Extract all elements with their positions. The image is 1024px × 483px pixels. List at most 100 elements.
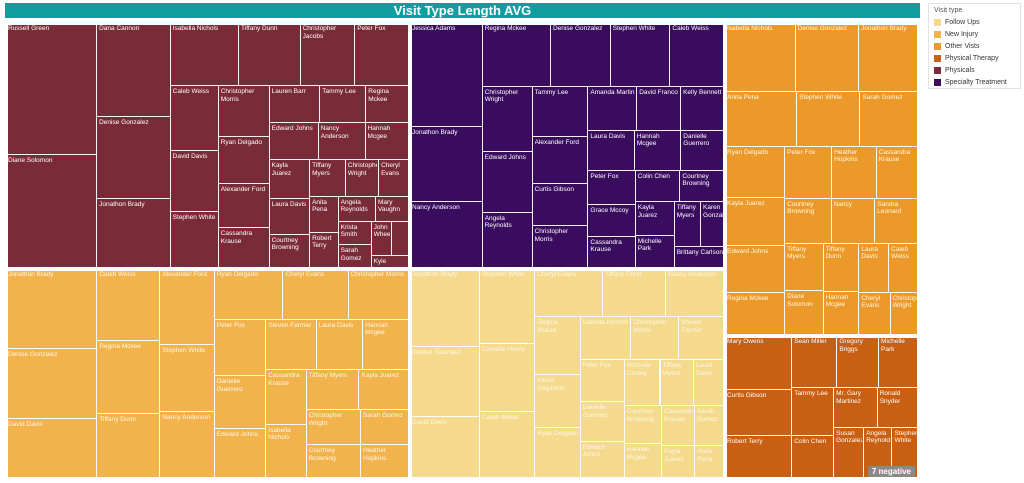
treemap-cell[interactable]: Stephen White (797, 92, 861, 147)
treemap-cell[interactable]: Nancy Anderson (410, 201, 483, 269)
treemap-cell[interactable]: Cassandra Krause (218, 228, 270, 269)
treemap-cell[interactable]: Hannah Mcgee (634, 130, 682, 171)
treemap-cell[interactable]: Karen Gonzalez (701, 202, 725, 248)
treemap-cell[interactable]: Grace Mccoy (588, 204, 636, 237)
treemap-cell[interactable]: Isabella Nichols (725, 23, 796, 93)
treemap-cell[interactable]: David Franco (637, 86, 682, 131)
treemap-cell[interactable]: Christopher Morris (218, 86, 270, 137)
treemap-cell[interactable]: Jonathon Brady (410, 127, 483, 202)
treemap-cell[interactable]: Ryan Delgado (725, 146, 786, 198)
treemap-cell[interactable]: Anita Pena (310, 196, 339, 233)
treemap-cell[interactable]: Cassandra Krause (662, 406, 695, 446)
treemap-cell[interactable]: Danielle Guerrero (681, 130, 725, 171)
treemap-cell[interactable]: Courtney Browning (680, 170, 725, 203)
treemap-cell[interactable]: Michelle Cooley (624, 360, 661, 407)
legend-item-specialty-treatment[interactable]: Specialty Treatment (934, 78, 1022, 88)
treemap-cell[interactable]: Ryan Delgado (214, 269, 284, 320)
treemap-cell[interactable]: Alexander Ford (160, 269, 215, 345)
treemap-cell[interactable]: Ryan Delgado (218, 136, 270, 185)
treemap-cell[interactable]: Sarah Gomez (860, 92, 919, 147)
treemap-cell[interactable]: Tiffany Myers (306, 370, 360, 411)
treemap-cell[interactable]: Denise Gonzalez (6, 349, 98, 419)
treemap-cell[interactable]: Christopher Wright (890, 292, 919, 336)
treemap-cell[interactable]: Christopher Wright (482, 86, 533, 152)
treemap-cell[interactable]: Curtis Gibson (532, 183, 589, 227)
treemap-cell[interactable]: Robert Terry (310, 232, 339, 269)
treemap-cell[interactable]: Colin Chen (792, 435, 835, 479)
treemap-cell[interactable]: Cassandra Krause (876, 146, 919, 199)
treemap-cell[interactable]: Dana Cannon (97, 23, 171, 117)
legend-item-follow-ups[interactable]: Follow Ups (934, 18, 1022, 28)
treemap-cell[interactable]: Regina Mckee (366, 86, 410, 124)
treemap-cell[interactable]: Laura Davis (269, 198, 311, 235)
treemap-cell[interactable]: Danielle Guerrero (214, 376, 267, 430)
treemap-cell[interactable]: Colin Chen (635, 170, 681, 203)
treemap-cell[interactable]: Laura Davis (316, 319, 364, 371)
treemap-cell[interactable]: Courtney Browning (269, 234, 311, 269)
legend-item-other-vists[interactable]: Other Vists (934, 42, 1022, 52)
treemap-cell[interactable]: Ronald Snyder (877, 388, 919, 428)
treemap-cell[interactable]: Sarah Gomez (338, 245, 372, 269)
treemap-cell[interactable]: Edward Johns (269, 123, 319, 161)
treemap-cell[interactable]: Edward Johns (725, 246, 786, 294)
treemap-cell[interactable]: Susan Gonzalez (834, 427, 865, 479)
treemap-cell[interactable]: Robert Terry (725, 435, 793, 479)
treemap-cell[interactable]: Denise Gonzalez (550, 23, 611, 87)
treemap-cell[interactable]: Kayla Juarez (725, 197, 786, 247)
treemap-cell[interactable]: Tiffany Myers (674, 202, 702, 248)
treemap-cell[interactable]: Tammy Lee (320, 86, 367, 124)
treemap-cell[interactable]: Tammy Lee (532, 86, 589, 137)
treemap-cell[interactable]: Denise Gonzalez (410, 346, 481, 417)
treemap-cell[interactable]: Christopher Wright (306, 410, 361, 446)
treemap-cell[interactable]: Lauren Barr (269, 86, 321, 124)
treemap-cell[interactable]: Edward Johns (580, 441, 625, 479)
treemap-cell[interactable]: Regina Mckee (97, 341, 161, 414)
treemap-cell[interactable]: David Davis (170, 150, 219, 212)
treemap-cell[interactable]: Denise Gonzalez (97, 116, 171, 199)
treemap-cell[interactable]: Ryan Delgado (535, 428, 581, 479)
treemap-cell[interactable]: Tiffany Myers (660, 360, 694, 407)
treemap-cell[interactable]: Diane Solomon (6, 155, 98, 269)
treemap-cell[interactable]: Tiffany Dunn (823, 243, 860, 292)
treemap-cell[interactable]: Mr. Gary Martinez (834, 388, 878, 428)
treemap-cell[interactable]: Christopher Morris (348, 269, 410, 320)
treemap-cell[interactable]: Isabella Nichols (266, 424, 307, 479)
treemap-cell[interactable]: Hannah Mcgee (823, 291, 860, 336)
treemap-cell[interactable]: Michelle Park (635, 235, 675, 269)
treemap-cell[interactable]: Peter Fox (214, 319, 267, 377)
treemap-cell[interactable]: Jessica Adams (410, 23, 483, 128)
treemap-cell[interactable]: Isabella Nichols (580, 317, 632, 361)
treemap-cell[interactable]: Regina Mckee (725, 293, 786, 336)
treemap-cell[interactable]: David Davis (410, 416, 481, 479)
legend-item-new-injury[interactable]: New Injury (934, 30, 1022, 40)
treemap-cell[interactable]: Michelle Park (879, 336, 919, 389)
treemap-cell[interactable]: Hannah Mcgee (624, 444, 663, 479)
treemap-cell[interactable]: Stephen White (610, 23, 671, 87)
legend-item-physicals[interactable]: Physicals (934, 66, 1022, 76)
treemap-cell[interactable]: Jonathon Brady (410, 269, 481, 347)
treemap-cell[interactable]: Laura Davis (693, 360, 725, 407)
treemap-cell[interactable]: Isabella Nichols (170, 23, 240, 87)
treemap-cell[interactable]: Anita Pena (725, 92, 798, 147)
treemap-cell[interactable]: Sarah Gomez (360, 410, 410, 446)
treemap-cell[interactable]: Laura Davis (859, 243, 890, 293)
treemap-cell[interactable]: Mary Owens (725, 336, 793, 390)
treemap-cell[interactable]: Danielle Henry (480, 344, 536, 412)
treemap-cell[interactable]: Kelly Bennett (681, 86, 725, 131)
treemap-cell[interactable]: Sean Miller (792, 336, 838, 389)
treemap-cell[interactable]: Nancy Anderson (666, 269, 725, 318)
treemap-cell[interactable]: Alexander Ford (218, 184, 270, 229)
treemap-cell[interactable]: Edward Johns (482, 151, 533, 213)
treemap-cell[interactable]: Angela Reynolds (482, 212, 533, 269)
treemap-cell[interactable]: Jonathon Brady (859, 23, 919, 93)
treemap-cell[interactable]: Regina Mckee (535, 317, 581, 376)
treemap-cell[interactable]: Curtis Gibson (725, 389, 793, 436)
treemap-cell[interactable]: Kayla Juarez (359, 370, 410, 411)
treemap-cell[interactable]: Sandra Leonard (392, 221, 410, 256)
treemap-cell[interactable]: Alexander Ford (532, 136, 589, 184)
treemap-cell[interactable]: Peter Fox (355, 23, 410, 87)
legend-item-physical-therapy[interactable]: Physical Therapy (934, 54, 1022, 64)
treemap-cell[interactable]: Tiffany Dunn (603, 269, 667, 318)
treemap-cell[interactable]: Cheryl Evans (379, 160, 410, 197)
treemap-cell[interactable]: Russell Green (6, 23, 98, 156)
